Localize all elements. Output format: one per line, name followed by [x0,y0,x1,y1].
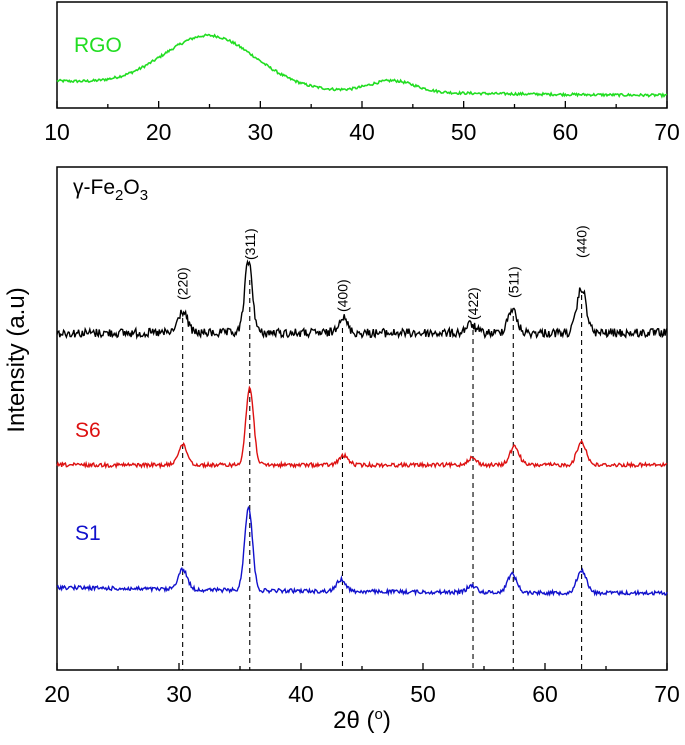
top-x-tick-labels: 10 20 30 40 50 60 70 [44,119,680,145]
top-panel-frame [56,1,668,109]
peak-labels: (220) (311) (400) (422) (511) (440) [175,225,590,320]
top-x-tick-label: 40 [349,119,375,145]
top-x-tick-label: 10 [44,119,70,145]
top-x-tick-label: 20 [146,119,172,145]
bottom-x-tick-label: 30 [166,681,192,707]
bottom-x-tick-labels: 20 30 40 50 60 70 [44,681,680,707]
peak-label: (220) [175,267,191,300]
bottom-series-lines [56,259,668,597]
reference-lines [182,280,583,670]
s1-series-label: S1 [75,522,101,545]
y-axis-title: Intensity (a.u) [3,287,30,432]
top-x-tick-label: 50 [451,119,477,145]
series-line-fe2o3 [56,259,668,340]
bottom-x-tick-label: 70 [654,681,680,707]
top-x-ticks [56,101,668,108]
s6-series-label: S6 [75,419,101,442]
rgo-series-label: RGO [74,34,122,57]
rgo-series-line [56,33,668,99]
bottom-x-tick-label: 20 [44,681,70,707]
bottom-x-tick-label: 50 [410,681,436,707]
peak-label: (311) [242,228,258,260]
bottom-x-tick-label: 60 [532,681,558,707]
top-x-tick-label: 70 [654,119,680,145]
peak-label: (422) [465,287,481,320]
x-axis-title: 2θ (o) [333,706,391,734]
top-x-tick-label: 30 [248,119,274,145]
bottom-x-tick-label: 40 [288,681,314,707]
top-x-tick-label: 60 [553,119,579,145]
series-line-s1 [56,505,668,597]
bottom-x-ticks [56,663,668,670]
series-line-s6 [56,385,668,470]
peak-label: (400) [334,279,350,312]
peak-label: (511) [505,266,521,298]
peak-label: (440) [574,225,590,258]
fe2o3-series-label: γ-Fe2O3 [73,176,148,204]
